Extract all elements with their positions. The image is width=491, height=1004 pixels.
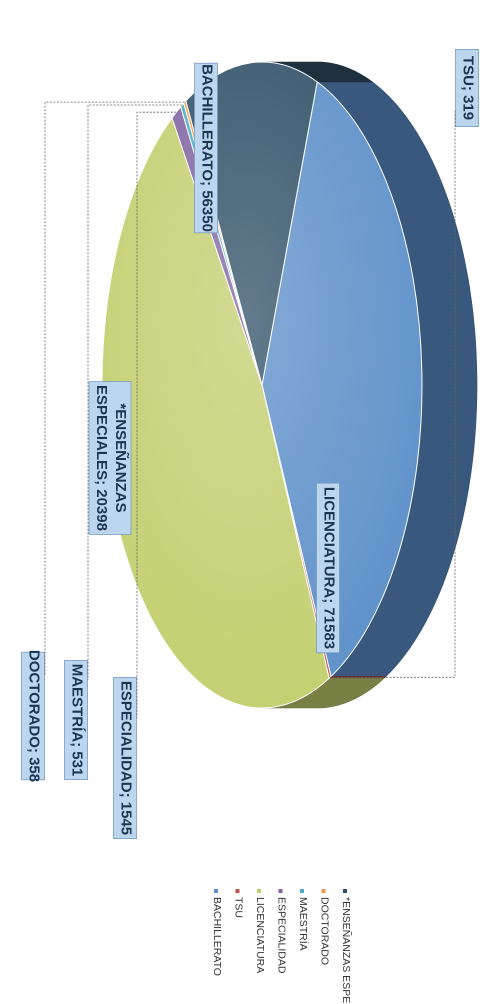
- legend-item-ensenanzas-especiales: *ENSEÑANZAS ESPECIALES: [340, 889, 353, 1004]
- leader-line-especialidad: [136, 111, 177, 718]
- legend-swatch: [278, 889, 283, 893]
- legend-label: BACHILLERATO: [211, 897, 223, 976]
- data-label-text: LICENCIATURA; 71583: [321, 487, 338, 649]
- legend-label: TSU: [233, 897, 245, 918]
- data-label-text: ESPECIALIDAD; 1545: [118, 681, 135, 835]
- legend-item-maestria: MAESTRÍA: [297, 889, 310, 951]
- legend-swatch: [343, 889, 347, 893]
- legend-label: *ENSEÑANZAS ESPECIALES: [340, 897, 353, 1004]
- legend-item-especialidad: ESPECIALIDAD: [276, 889, 288, 974]
- legend-item-bachillerato: BACHILLERATO: [211, 889, 223, 976]
- data-label-box: [64, 660, 88, 780]
- legend-label: DOCTORADO: [319, 897, 331, 965]
- data-label-text: *ENSEÑANZAS: [112, 403, 130, 512]
- legend-item-licenciatura: LICENCIATURA: [254, 889, 266, 973]
- data-label-box: [194, 62, 218, 234]
- data-label-box: [455, 49, 479, 127]
- data-label-doctorado: DOCTORADO; 358: [21, 650, 45, 782]
- data-label-text: DOCTORADO; 358: [26, 650, 43, 782]
- data-label-maestria: MAESTRÍA; 531: [64, 660, 88, 780]
- leader-line-maestria: [87, 104, 183, 680]
- data-label-text: MAESTRÍA; 531: [69, 664, 86, 777]
- data-label-text: TSU; 319: [460, 56, 477, 120]
- data-label-bachillerato: BACHILLERATO; 56350: [194, 62, 218, 234]
- data-label-box: [316, 482, 340, 654]
- legend-item-doctorado: DOCTORADO: [319, 889, 331, 965]
- data-label-box: [113, 677, 137, 839]
- legend-swatch: [235, 889, 240, 893]
- legend-label: ESPECIALIDAD: [276, 897, 288, 974]
- data-label-tsu: TSU; 319: [455, 49, 479, 127]
- data-label-licenciatura: LICENCIATURA; 71583: [316, 482, 340, 654]
- legend-swatch: [300, 889, 304, 893]
- data-label-especialidad: ESPECIALIDAD; 1545: [113, 677, 137, 839]
- legend-label: MAESTRÍA: [297, 897, 310, 951]
- data-label-text: ESPECIALES; 20398: [93, 385, 110, 531]
- legend-label: LICENCIATURA: [254, 897, 266, 973]
- data-label-box: [21, 651, 45, 781]
- legend-swatch: [257, 889, 261, 893]
- data-label-text: BACHILLERATO; 56350: [199, 64, 216, 232]
- data-label-box: [88, 381, 132, 535]
- legend-swatch: [321, 889, 326, 893]
- leader-line-doctorado: [44, 101, 185, 676]
- legend-swatch: [214, 889, 218, 893]
- legend-item-tsu: TSU: [233, 889, 245, 918]
